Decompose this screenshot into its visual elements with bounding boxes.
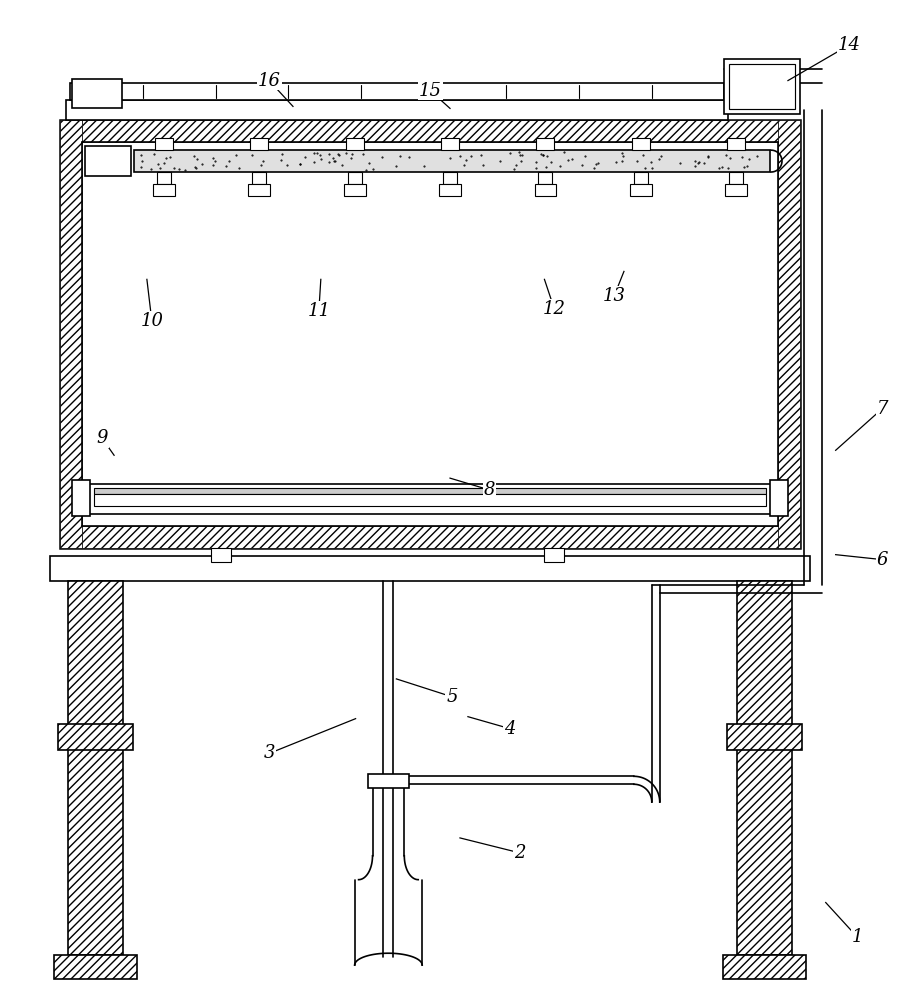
Bar — [346, 138, 363, 150]
Bar — [634, 172, 647, 184]
Bar — [155, 138, 173, 150]
Bar — [632, 138, 650, 150]
Bar — [153, 184, 174, 196]
Bar — [368, 774, 410, 788]
Bar — [85, 146, 131, 176]
Bar — [252, 172, 266, 184]
Bar — [94, 494, 766, 506]
Bar — [157, 172, 171, 184]
Bar — [727, 138, 745, 150]
Text: 1: 1 — [852, 928, 864, 946]
Bar — [729, 64, 794, 109]
Bar — [51, 556, 810, 581]
Bar — [94, 488, 766, 494]
Bar — [61, 120, 83, 548]
Bar — [73, 79, 122, 108]
Bar — [58, 724, 133, 750]
Bar — [83, 120, 778, 142]
Text: 14: 14 — [838, 36, 861, 54]
Text: 10: 10 — [141, 312, 163, 330]
Text: 8: 8 — [484, 481, 496, 499]
Bar — [61, 120, 800, 548]
Bar — [68, 581, 123, 955]
Text: 9: 9 — [96, 429, 108, 447]
Bar — [439, 184, 461, 196]
Text: 2: 2 — [514, 844, 526, 862]
Text: 4: 4 — [504, 720, 516, 738]
Bar — [737, 581, 792, 955]
Text: 5: 5 — [446, 688, 458, 706]
Bar — [725, 59, 800, 114]
Bar — [727, 724, 802, 750]
Text: 12: 12 — [543, 300, 566, 318]
Text: 16: 16 — [258, 72, 281, 90]
Bar — [344, 184, 366, 196]
Bar — [770, 480, 788, 516]
Text: 6: 6 — [876, 551, 888, 569]
Bar — [724, 955, 805, 979]
Bar — [248, 184, 271, 196]
Text: 3: 3 — [263, 744, 275, 762]
Bar — [537, 138, 555, 150]
Text: 11: 11 — [307, 302, 331, 320]
Bar — [134, 150, 770, 172]
Bar — [729, 172, 744, 184]
Text: 7: 7 — [876, 400, 888, 418]
Text: 13: 13 — [603, 287, 626, 305]
Bar — [212, 548, 232, 562]
Bar — [70, 83, 725, 100]
Bar — [251, 138, 268, 150]
Bar — [545, 548, 564, 562]
Bar — [538, 172, 552, 184]
Bar — [778, 120, 800, 548]
Bar — [86, 484, 774, 514]
Text: 15: 15 — [419, 82, 441, 100]
Bar — [83, 526, 778, 548]
Bar — [443, 172, 457, 184]
Bar — [348, 172, 361, 184]
Bar — [66, 100, 728, 120]
Bar — [535, 184, 557, 196]
Bar — [54, 955, 137, 979]
Bar — [441, 138, 459, 150]
Bar — [630, 184, 652, 196]
Bar — [73, 480, 90, 516]
Bar — [725, 184, 747, 196]
